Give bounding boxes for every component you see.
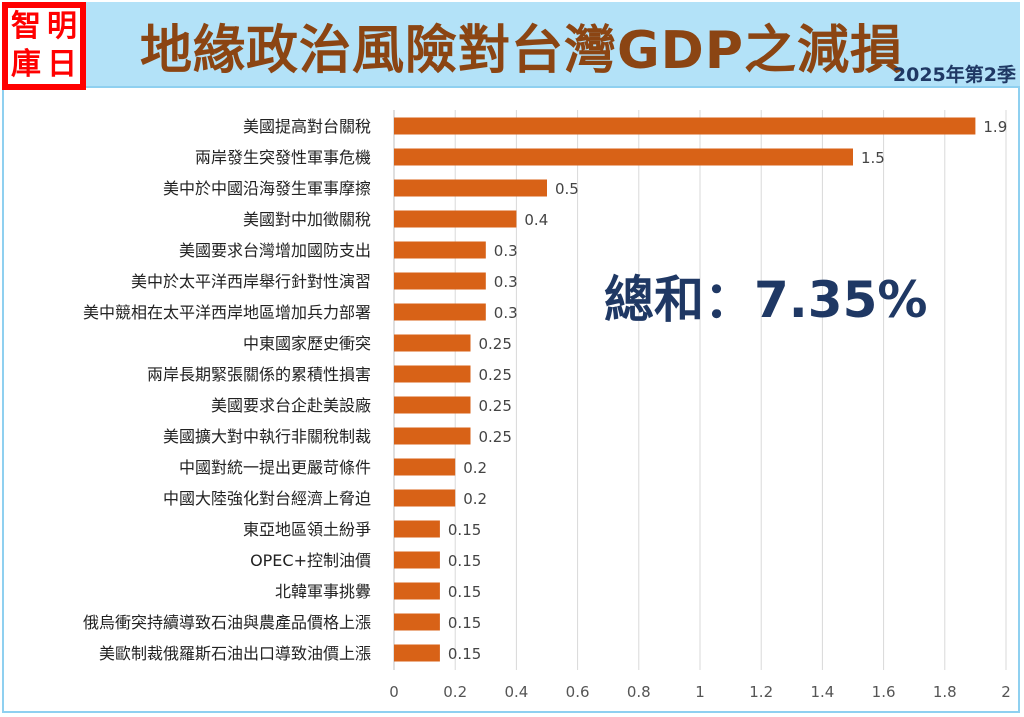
x-tick-label: 1.4 xyxy=(810,683,834,701)
x-tick-label: 0.6 xyxy=(566,683,590,701)
category-label: 美歐制裁俄羅斯石油出口導致油價上漲 xyxy=(99,644,371,663)
x-tick-label: 0.8 xyxy=(627,683,651,701)
bar xyxy=(394,117,976,135)
value-label: 0.15 xyxy=(448,614,481,632)
category-label: 美國要求台灣增加國防支出 xyxy=(179,241,371,260)
bar xyxy=(394,179,547,197)
bar xyxy=(394,365,471,383)
x-tick-label: 0.4 xyxy=(504,683,528,701)
bar xyxy=(394,210,517,228)
category-label: 中國對統一提出更嚴苛條件 xyxy=(179,458,371,477)
logo-inner: 智 明 庫 日 xyxy=(8,8,80,84)
value-label: 0.25 xyxy=(479,397,512,415)
value-label: 0.2 xyxy=(463,459,487,477)
category-labels: 美國提高對台關稅兩岸發生突發性軍事危機美中於中國沿海發生軍事摩擦美國對中加徵關稅… xyxy=(83,117,371,663)
value-label: 1.9 xyxy=(983,118,1007,136)
x-tick-label: 1.6 xyxy=(872,683,896,701)
category-label: 中東國家歷史衝突 xyxy=(243,334,371,353)
value-label: 0.2 xyxy=(463,490,487,508)
value-label: 0.15 xyxy=(448,552,481,570)
total-annotation: 總和：7.35% xyxy=(604,271,928,329)
category-label: 美國要求台企赴美設廠 xyxy=(211,396,371,415)
value-label: 0.15 xyxy=(448,645,481,663)
logo-char: 明 xyxy=(47,9,77,44)
bar xyxy=(394,551,440,569)
bar xyxy=(394,396,471,414)
logo-char: 日 xyxy=(47,47,77,82)
bar xyxy=(394,613,440,631)
category-label: 美中競相在太平洋西岸地區增加兵力部署 xyxy=(83,303,371,322)
bar xyxy=(394,272,486,290)
x-tick-labels: 0 0.2 0.4 0.6 0.8 1 1.2 1.4 1.6 1.8 2 xyxy=(389,683,1011,701)
x-tick-label: 0.2 xyxy=(443,683,467,701)
x-tick-label: 2 xyxy=(1001,683,1011,701)
bar xyxy=(394,582,440,600)
value-label: 0.4 xyxy=(524,211,548,229)
bars xyxy=(394,117,976,662)
bar xyxy=(394,148,853,166)
value-label: 0.5 xyxy=(555,180,579,198)
x-tick-label: 1.8 xyxy=(933,683,957,701)
logo: 智 明 庫 日 xyxy=(2,2,86,90)
bar xyxy=(394,241,486,259)
category-label: 兩岸發生突發性軍事危機 xyxy=(195,148,371,167)
bar xyxy=(394,520,440,538)
header-banner xyxy=(2,2,1020,88)
bar xyxy=(394,489,456,507)
category-label: 美中於中國沿海發生軍事摩擦 xyxy=(163,179,371,198)
value-labels: 1.9 1.5 0.5 0.4 0.3 0.3 0.3 0.25 0.25 0.25 0.25 0.2… xyxy=(448,118,1007,663)
category-label: 美國對中加徵關稅 xyxy=(243,210,371,229)
category-label: OPEC+控制油價 xyxy=(250,551,371,570)
value-label: 0.25 xyxy=(479,335,512,353)
category-label: 美國擴大對中執行非關稅制裁 xyxy=(163,427,371,446)
value-label: 0.3 xyxy=(494,304,518,322)
bar xyxy=(394,303,486,321)
chart-title: 地緣政治風險對台灣GDP之減損 xyxy=(140,21,903,81)
category-label: 東亞地區領土紛爭 xyxy=(243,520,371,539)
logo-char: 智 xyxy=(11,9,41,44)
category-label: 俄烏衝突持續導致石油與農產品價格上漲 xyxy=(83,613,371,632)
category-label: 美中於太平洋西岸舉行針對性演習 xyxy=(131,272,371,291)
value-label: 0.25 xyxy=(479,366,512,384)
x-tick-label: 1 xyxy=(695,683,705,701)
value-label: 0.3 xyxy=(494,242,518,260)
gridlines xyxy=(393,110,1007,670)
bar xyxy=(394,458,456,476)
value-label: 1.5 xyxy=(861,149,885,167)
category-label: 美國提高對台關稅 xyxy=(243,117,371,136)
bar xyxy=(394,334,471,352)
bar xyxy=(394,644,440,662)
x-tick-label: 1.2 xyxy=(749,683,773,701)
category-label: 北韓軍事挑釁 xyxy=(275,582,371,601)
value-label: 0.15 xyxy=(448,583,481,601)
chart-subtitle: 2025年第2季 xyxy=(892,64,1016,86)
category-label: 中國大陸強化對台經濟上脅迫 xyxy=(163,489,371,508)
value-label: 0.3 xyxy=(494,273,518,291)
value-label: 0.15 xyxy=(448,521,481,539)
x-tick-label: 0 xyxy=(389,683,399,701)
bar xyxy=(394,427,471,445)
value-label: 0.25 xyxy=(479,428,512,446)
logo-char: 庫 xyxy=(11,47,41,82)
category-label: 兩岸長期緊張關係的累積性損害 xyxy=(147,365,371,384)
